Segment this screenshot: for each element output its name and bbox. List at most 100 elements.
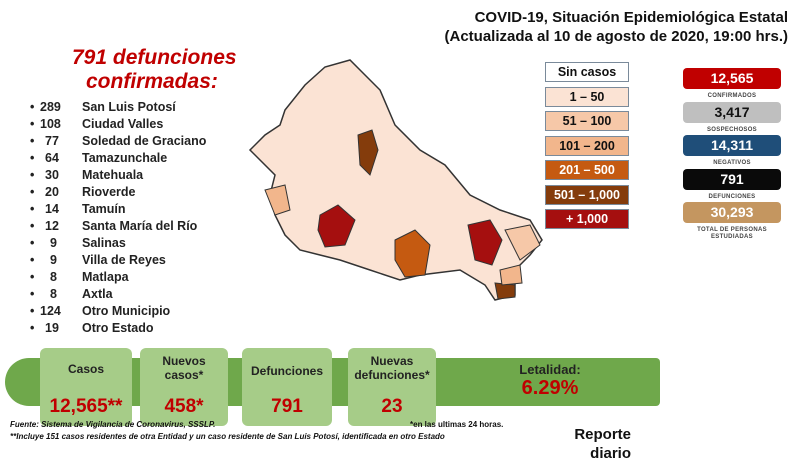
death-list-item: • 64 Tamazunchale	[30, 151, 167, 166]
death-list-item: • 8 Axtla	[30, 287, 113, 302]
bullet-icon: •	[30, 270, 35, 284]
bullet-icon: •	[30, 253, 35, 267]
death-count: 9	[50, 253, 57, 267]
municipality-name: Villa de Reyes	[82, 253, 166, 267]
title-line-2: (Actualizada al 10 de agosto de 2020, 19…	[444, 28, 788, 45]
legend-item: 1 – 50	[545, 86, 629, 107]
death-list-item: • 289 San Luis Potosí	[30, 100, 176, 115]
casos-label: Casos	[67, 362, 105, 376]
card-defunciones: Defunciones 791	[242, 348, 332, 426]
death-list-item: • 14 Tamuín	[30, 202, 126, 217]
nuevas-defunciones-label: Nuevas defunciones*	[354, 354, 430, 382]
map-region-slp	[317, 204, 356, 248]
death-count: 30	[45, 168, 59, 182]
card-nuevas-defunciones: Nuevas defunciones* 23	[348, 348, 436, 426]
death-list-item: • 124 Otro Municipio	[30, 304, 170, 319]
bullet-icon: •	[30, 185, 35, 199]
map-region-valles	[467, 219, 503, 266]
card-letalidad: Letalidad: 6.29%	[440, 358, 660, 400]
death-count: 64	[45, 151, 59, 165]
24h-note: *en las ultimas 24 horas.	[410, 420, 504, 429]
map-state-outline	[248, 59, 543, 301]
bullet-icon: •	[30, 287, 35, 301]
stat-label: TOTAL DE PERSONAS ESTUDIADAS	[697, 227, 767, 240]
letalidad-value: 6.29%	[521, 377, 579, 399]
death-list-item: • 9 Villa de Reyes	[30, 253, 166, 268]
death-list-item: • 30 Matehuala	[30, 168, 143, 183]
death-list-item: • 12 Santa María del Río	[30, 219, 197, 234]
map-region-rioverde	[394, 229, 431, 278]
source-note: Fuente: Sistema de Vigilancia de Coronav…	[10, 420, 216, 429]
map-region-tamazunchale	[494, 282, 516, 300]
death-count: 8	[50, 270, 57, 284]
municipality-name: Matehuala	[82, 168, 144, 182]
report-label: Reporte diario	[574, 426, 631, 462]
stat-value: 791	[683, 168, 781, 190]
title-line-1: COVID-19, Situación Epidemiológica Estat…	[474, 9, 788, 26]
municipality-name: Ciudad Valles	[82, 117, 164, 131]
nuevos-casos-label: Nuevos casos*	[162, 354, 206, 382]
defunciones-value: 791	[271, 396, 303, 417]
bullet-icon: •	[30, 321, 35, 335]
map-region-salinas	[264, 184, 291, 216]
death-count: 77	[45, 134, 59, 148]
municipality-name: Axtla	[82, 287, 113, 301]
stat-label: CONFIRMADOS	[707, 93, 757, 99]
death-count: 20	[45, 185, 59, 199]
death-count: 12	[45, 219, 59, 233]
legend-item: 51 – 100	[545, 111, 629, 131]
death-list-item: • 19 Otro Estado	[30, 321, 154, 336]
municipality-name: Soledad de Graciano	[82, 134, 207, 148]
deaths-heading-line2: confirmadas:	[86, 70, 218, 93]
map-region-east	[504, 224, 541, 261]
legend-item: + 1,000	[545, 209, 629, 229]
death-list-item: • 8 Matlapa	[30, 270, 129, 285]
bullet-icon: •	[30, 168, 35, 182]
stat-label: SOSPECHOSOS	[707, 126, 757, 133]
bullet-icon: •	[30, 117, 35, 131]
defunciones-label: Defunciones	[250, 364, 323, 378]
legend-item: 101 – 200	[545, 135, 629, 156]
death-list-item: • 9 Salinas	[30, 236, 126, 251]
page-title: COVID-19, Situación Epidemiológica Estat…	[445, 8, 788, 46]
death-count: 124	[40, 304, 61, 318]
legend-item: 201 – 500	[545, 160, 629, 180]
municipality-name: Tamazunchale	[82, 151, 168, 165]
death-count: 8	[50, 287, 57, 301]
bullet-icon: •	[30, 134, 35, 148]
death-count: 19	[45, 321, 59, 335]
map-region-matehuala	[357, 129, 379, 176]
stat-value: 12,565	[683, 68, 781, 89]
municipality-name: Rioverde	[82, 185, 136, 199]
nuevas-defunciones-value: 23	[381, 396, 403, 417]
stat-label: DEFUNCIONES	[708, 193, 756, 200]
death-count: 14	[45, 202, 59, 216]
deaths-heading-line1: 791 defunciones	[72, 46, 237, 69]
stat-value: 3,417	[683, 101, 781, 123]
bullet-icon: •	[30, 202, 35, 216]
card-casos: Casos 12,565**	[40, 348, 132, 426]
stat-value: 30,293	[683, 202, 781, 223]
municipality-name: Santa María del Río	[82, 219, 198, 233]
map-region-east2	[499, 264, 523, 286]
nuevos-casos-value: 458*	[164, 396, 204, 417]
municipality-name: Otro Municipio	[82, 304, 171, 318]
card-nuevos-casos: Nuevos casos* 458*	[140, 348, 228, 426]
municipality-name: Matlapa	[82, 270, 129, 284]
bullet-icon: •	[30, 304, 35, 318]
letalidad-label: Letalidad:	[519, 362, 581, 377]
municipality-name: Otro Estado	[82, 321, 154, 335]
stat-value: 14,311	[683, 135, 781, 156]
death-list-item: • 108 Ciudad Valles	[30, 117, 163, 132]
state-map	[248, 59, 543, 301]
legend-item: Sin casos	[545, 62, 629, 82]
municipality-name: San Luis Potosí	[82, 100, 176, 114]
municipality-name: Tamuín	[82, 202, 126, 216]
bullet-icon: •	[30, 100, 35, 114]
bullet-icon: •	[30, 151, 35, 165]
death-list-item: • 77 Soledad de Graciano	[30, 134, 206, 149]
death-count: 289	[40, 100, 61, 114]
bullet-icon: •	[30, 219, 35, 233]
death-list-item: • 20 Rioverde	[30, 185, 136, 200]
death-count: 108	[40, 117, 61, 131]
